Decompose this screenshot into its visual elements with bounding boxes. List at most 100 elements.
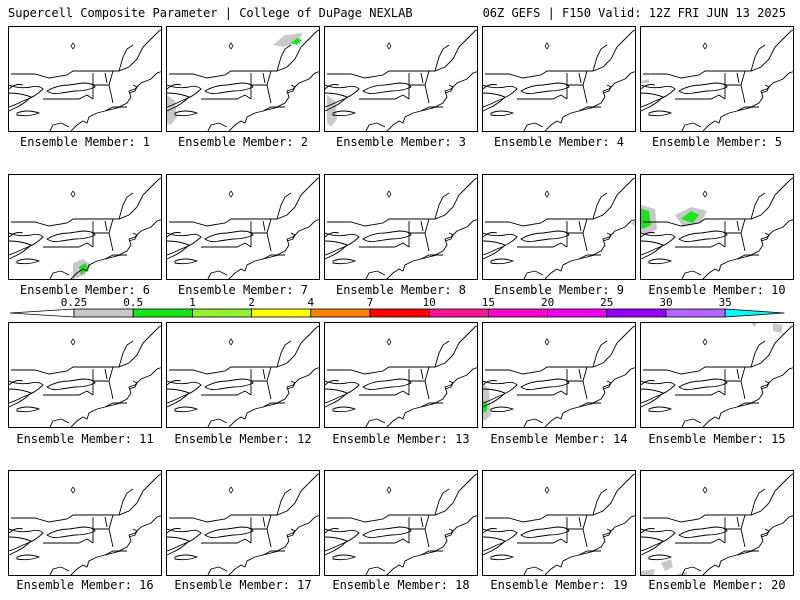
map-boundary-line [641, 380, 656, 386]
scp-shaded-area [327, 95, 337, 127]
diamond-marker-icon [70, 42, 76, 50]
legend-tick-label: 1 [189, 296, 196, 309]
map-boundary-line [424, 232, 430, 252]
map-boundary-line [128, 232, 138, 242]
map-boundary-line [46, 82, 96, 95]
map-boundary-line [16, 554, 41, 561]
map-boundary-line [167, 380, 202, 404]
ensemble-map-panel [166, 26, 320, 132]
ensemble-member-label: Ensemble Member: 20 [648, 578, 786, 592]
map-boundary-line [207, 418, 220, 427]
diamond-marker-icon [702, 42, 708, 50]
ensemble-map-panel [640, 26, 794, 132]
map-boundary-line [9, 528, 24, 534]
map-boundary-line [93, 366, 114, 382]
legend-color-bin [547, 308, 608, 318]
map-boundary-line [174, 406, 199, 413]
map-boundary-line [43, 390, 94, 396]
ensemble-member-label: Ensemble Member: 19 [490, 578, 628, 592]
diamond-marker-icon [228, 42, 234, 50]
map-boundary-line [582, 84, 588, 104]
map-boundary-line [736, 368, 740, 380]
map-boundary-line [424, 380, 430, 400]
map-boundary-line [641, 92, 664, 112]
map-boundary-line [266, 232, 272, 252]
map-boundary-line [174, 110, 199, 117]
map-title: Supercell Composite Parameter | College … [8, 6, 413, 20]
map-boundary-line [325, 528, 360, 552]
map-boundary-line [16, 258, 41, 265]
map-boundary-line [327, 177, 477, 227]
basemap-northeast-us [641, 473, 793, 575]
map-boundary-line [736, 550, 759, 556]
map-boundary-line [128, 84, 138, 94]
map-boundary-line [218, 122, 228, 128]
scp-shaded-area [641, 209, 651, 229]
map-boundary-line [365, 270, 378, 279]
map-boundary-line [648, 554, 673, 561]
diamond-marker-icon [228, 190, 234, 198]
map-boundary-line [702, 71, 793, 131]
map-boundary-line [578, 550, 601, 556]
legend-tick-label: 30 [659, 296, 673, 309]
map-boundary-line [362, 526, 412, 539]
map-boundary-line [167, 92, 190, 112]
scp-shaded-area [631, 220, 635, 227]
map-boundary-line [760, 528, 770, 538]
ensemble-map-panel [8, 174, 162, 280]
legend-color-bin [487, 308, 548, 318]
map-boundary-line [517, 538, 568, 544]
map-boundary-line [46, 230, 96, 243]
basemap-northeast-us [483, 29, 635, 131]
map-boundary-line [592, 488, 608, 516]
map-boundary-line [11, 473, 161, 523]
map-boundary-line [750, 488, 766, 516]
map-boundary-line [578, 402, 601, 408]
map-boundary-line [760, 84, 770, 94]
map-boundary-line [567, 70, 588, 86]
basemap-northeast-us [483, 177, 635, 279]
diamond-marker-icon [70, 338, 76, 346]
map-boundary-line [108, 380, 114, 400]
map-boundary-line [544, 367, 635, 427]
map-boundary-line [365, 418, 378, 427]
map-boundary-line [327, 29, 477, 79]
map-boundary-line [578, 72, 582, 84]
map-boundary-line [483, 536, 506, 556]
map-boundary-line [359, 242, 410, 248]
map-boundary-line [201, 94, 252, 100]
map-boundary-line [648, 258, 673, 265]
ensemble-map-panel [482, 470, 636, 576]
map-boundary-line [483, 232, 518, 256]
map-boundary-line [332, 258, 357, 265]
map-boundary-line [276, 192, 292, 220]
legend-tick-label: 15 [481, 296, 496, 309]
legend-color-bin [310, 308, 371, 318]
map-boundary-line [424, 528, 430, 548]
legend-tick-label: 7 [366, 296, 374, 309]
map-boundary-line [523, 270, 536, 279]
map-boundary-line [641, 536, 664, 556]
map-boundary-line [327, 325, 477, 375]
map-boundary-line [46, 526, 96, 539]
map-boundary-line [681, 418, 694, 427]
map-boundary-line [420, 402, 443, 408]
map-boundary-line [643, 473, 793, 523]
map-boundary-line [692, 566, 702, 572]
map-boundary-line [424, 84, 430, 104]
map-boundary-line [276, 488, 292, 516]
diamond-marker-icon [386, 190, 392, 198]
map-boundary-line [534, 122, 544, 128]
map-boundary-line [325, 232, 360, 256]
ensemble-member-label: Ensemble Member: 4 [493, 135, 625, 149]
basemap-northeast-us [167, 29, 319, 131]
scp-shaded-area [641, 569, 655, 575]
ensemble-member-label: Ensemble Member: 11 [16, 432, 154, 446]
map-boundary-line [567, 514, 588, 530]
map-boundary-line [444, 84, 454, 94]
map-boundary-line [286, 528, 296, 538]
map-boundary-line [641, 528, 656, 534]
ensemble-member-label: Ensemble Member: 6 [19, 283, 151, 297]
map-boundary-line [643, 29, 793, 79]
map-boundary-line [169, 473, 319, 523]
